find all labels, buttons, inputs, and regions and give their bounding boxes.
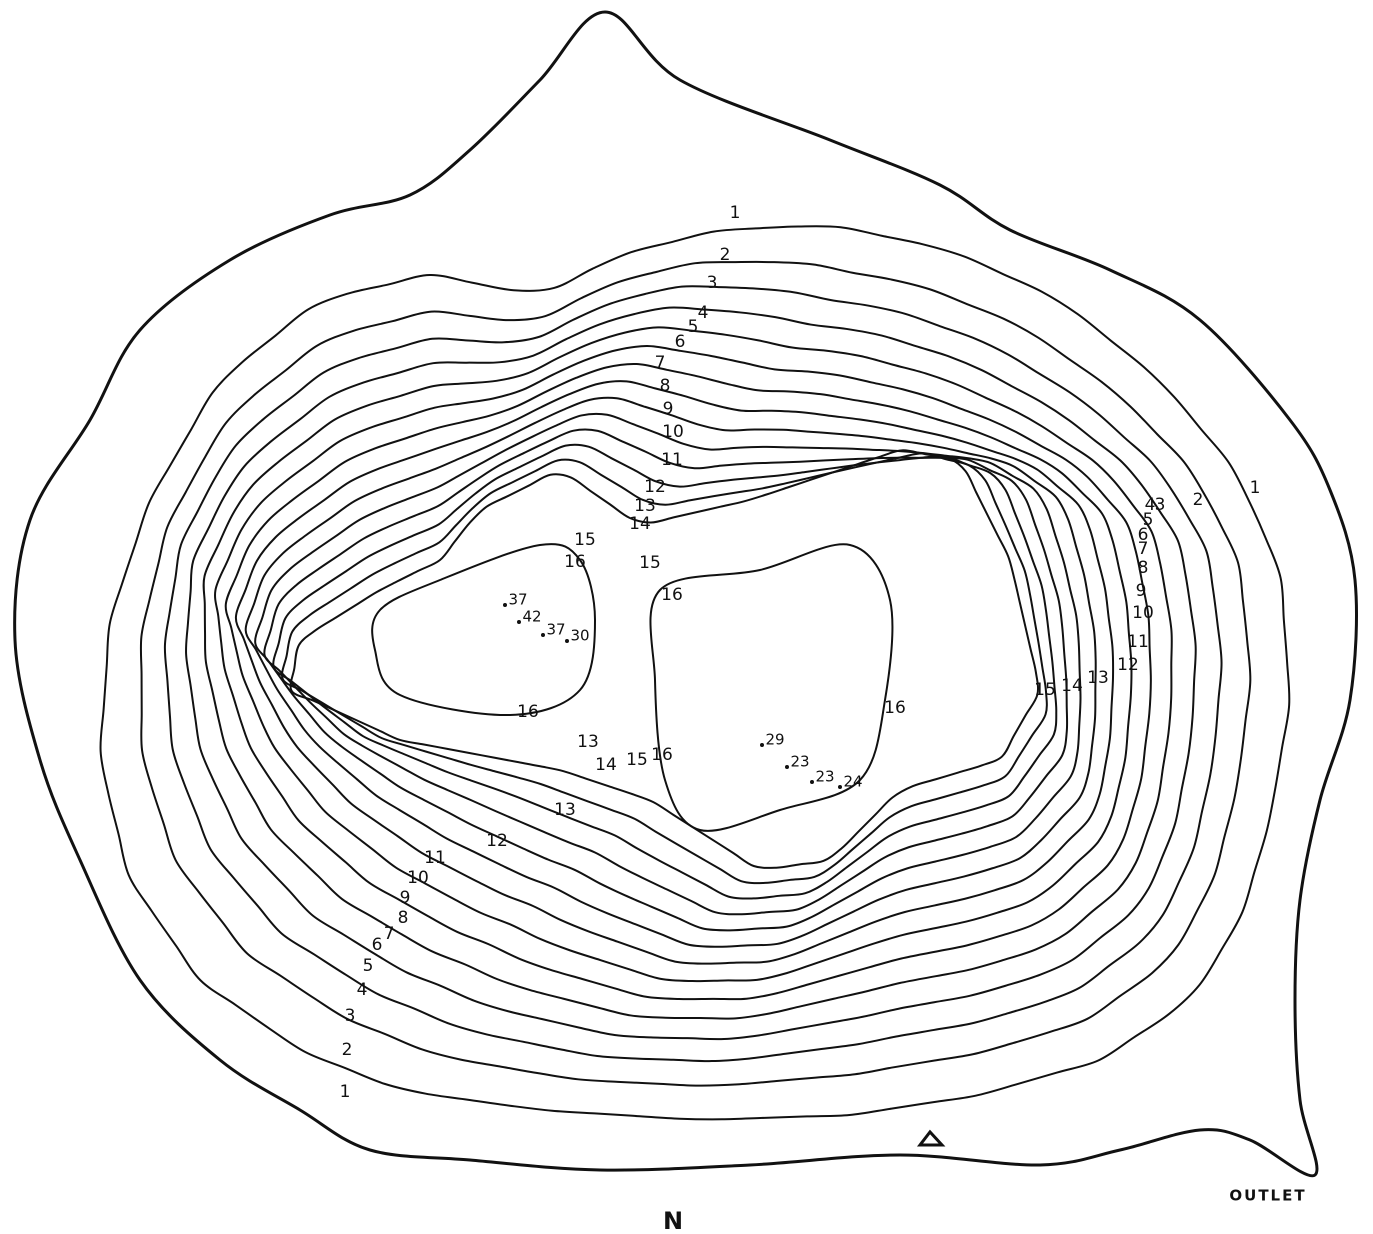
contour-label: 7 (1138, 539, 1149, 559)
contour-label: 15 (626, 750, 648, 770)
contour-label: 3 (707, 273, 718, 293)
contour-label: 12 (644, 477, 666, 497)
sounding-label: 37 (508, 591, 527, 609)
contour-line (163, 285, 1223, 1063)
contour-label: 5 (1143, 510, 1154, 530)
contour-label: 13 (1087, 668, 1109, 688)
contour-label: 3 (345, 1006, 356, 1026)
contour-label: 15 (574, 530, 596, 550)
contour-label: 2 (342, 1040, 353, 1060)
marker (916, 1129, 946, 1147)
sounding-point (565, 639, 569, 643)
sounding-label: 23 (815, 768, 834, 786)
contour-label: 5 (363, 956, 374, 976)
sounding-point (503, 603, 507, 607)
contour-line (139, 260, 1252, 1087)
contour-label: 16 (651, 745, 673, 765)
sounding-point (541, 633, 545, 637)
contour-label: 7 (384, 924, 395, 944)
contour-line (254, 412, 1082, 932)
contour-label: 6 (675, 332, 686, 352)
contour-line (244, 396, 1097, 948)
contour-line (289, 449, 1040, 869)
contour-label: 10 (1132, 603, 1154, 623)
contour-label: 6 (372, 935, 383, 955)
contour-line (371, 543, 597, 717)
contour-label: 15 (639, 553, 661, 573)
sounding-label: 37 (546, 621, 565, 639)
contour-label: 1 (730, 203, 741, 223)
contour-line (224, 362, 1133, 983)
contour-label: 16 (517, 702, 539, 722)
contour-label: 1 (340, 1082, 351, 1102)
sounding-point (760, 743, 764, 747)
contour-label: 14 (1061, 676, 1083, 696)
contour-line (263, 428, 1069, 916)
sounding-point (810, 780, 814, 784)
sounding-point (785, 765, 789, 769)
shoreline (13, 10, 1358, 1178)
sounding-label: 42 (522, 608, 541, 626)
contour-label: 11 (424, 848, 446, 868)
contour-label: 3 (1155, 495, 1166, 515)
contour-label: 2 (720, 245, 731, 265)
contour-line (99, 225, 1291, 1121)
contour-label: 8 (398, 908, 409, 928)
contours (13, 10, 1358, 1178)
contour-label: 16 (884, 698, 906, 718)
contour-label: 9 (1136, 581, 1147, 601)
sounding-label: 24 (843, 773, 862, 791)
contour-label: 9 (663, 399, 674, 419)
sounding-label: 23 (790, 753, 809, 771)
contour-label: 8 (660, 376, 671, 396)
north-label: N (663, 1207, 683, 1234)
contour-label: 11 (1127, 632, 1149, 652)
contour-label: 10 (407, 868, 429, 888)
sounding-label: 30 (570, 627, 589, 645)
contour-label: 10 (662, 422, 684, 442)
sounding-point (517, 620, 521, 624)
contour-label: 16 (564, 552, 586, 572)
contour-label: 4 (698, 303, 709, 323)
contour-label: 1 (1250, 478, 1261, 498)
contour-label: 4 (357, 980, 368, 1000)
contour-label: 13 (554, 800, 576, 820)
contour-line (214, 345, 1152, 1001)
contour-label: 9 (400, 888, 411, 908)
contour-line (234, 380, 1115, 965)
sounding-label: 29 (765, 731, 784, 749)
contour-line (649, 543, 894, 832)
sounding-point (838, 785, 842, 789)
contour-label: 7 (655, 353, 666, 373)
contour-line (281, 452, 1048, 885)
contour-label: 12 (486, 831, 508, 851)
contour-label: 8 (1138, 558, 1149, 578)
contour-line (202, 326, 1173, 1020)
contour-line (272, 443, 1058, 900)
contour-label: 14 (595, 755, 617, 775)
contour-label: 2 (1193, 490, 1204, 510)
contour-label: 5 (688, 317, 699, 337)
contour-label: 12 (1117, 655, 1139, 675)
contour-label: 14 (629, 514, 651, 534)
contour-label: 13 (577, 732, 599, 752)
contour-label: 15 (1034, 680, 1056, 700)
contour-label: 4 (1145, 495, 1156, 515)
contour-label: 16 (661, 585, 683, 605)
contour-line (185, 306, 1197, 1041)
contour-label: 13 (634, 496, 656, 516)
outlet-label: OUTLET (1229, 1187, 1306, 1205)
contour-label: 6 (1138, 525, 1149, 545)
contour-label: 11 (661, 450, 683, 470)
